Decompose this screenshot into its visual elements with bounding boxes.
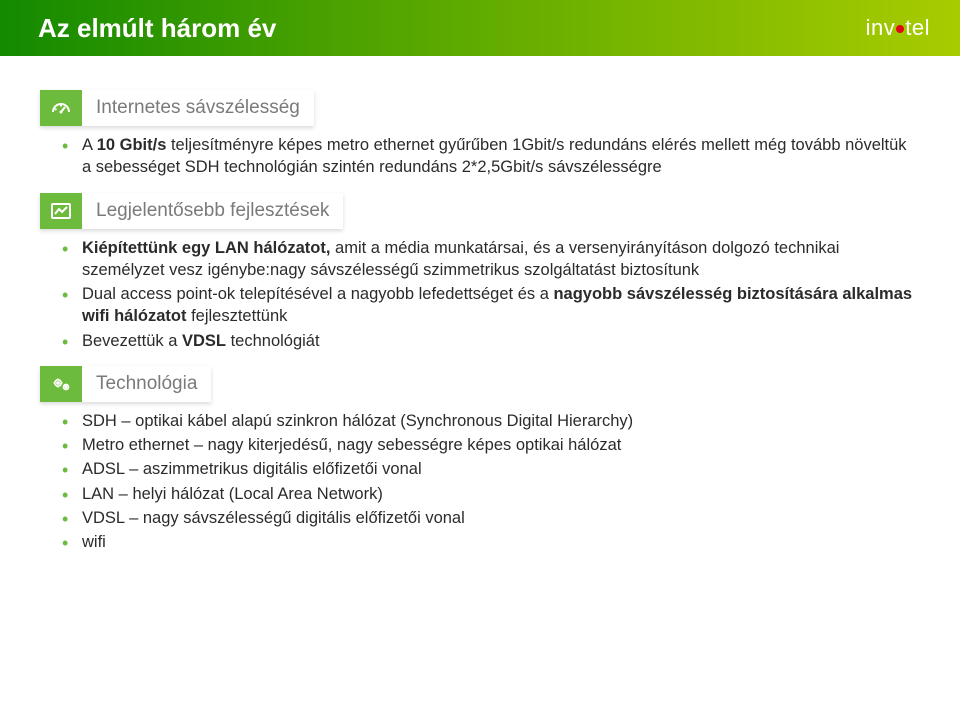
brand-suffix: tel [905, 15, 930, 40]
list-item: ADSL – aszimmetrikus digitális előfizető… [62, 458, 920, 480]
section-label-tech: Technológia [82, 366, 211, 402]
content-area: Internetes sávszélesség A 10 Gbit/s telj… [0, 56, 960, 565]
bullet-list-dev: Kiépítettünk egy LAN hálózatot, amit a m… [40, 237, 920, 352]
bullet-list-tech: SDH – optikai kábel alapú szinkron hálóz… [40, 410, 920, 554]
list-item: Bevezettük a VDSL technológiát [62, 330, 920, 352]
list-item: Metro ethernet – nagy kiterjedésű, nagy … [62, 434, 920, 456]
bullet-list-bandwidth: A 10 Gbit/s teljesítményre képes metro e… [40, 134, 920, 179]
list-item: VDSL – nagy sávszélességű digitális előf… [62, 507, 920, 529]
list-item: Dual access point-ok telepítésével a nag… [62, 283, 920, 328]
list-item: A 10 Gbit/s teljesítményre képes metro e… [62, 134, 920, 179]
list-item: Kiépítettünk egy LAN hálózatot, amit a m… [62, 237, 920, 282]
section-badge-tech: Technológia [40, 366, 211, 402]
gauge-icon [40, 90, 82, 126]
list-item: SDH – optikai kábel alapú szinkron hálóz… [62, 410, 920, 432]
list-item: LAN – helyi hálózat (Local Area Network) [62, 483, 920, 505]
section-label-bandwidth: Internetes sávszélesség [82, 90, 314, 126]
header-bar: Az elmúlt három év invtel [0, 0, 960, 56]
brand-logo: invtel [866, 15, 930, 41]
brand-prefix: inv [866, 15, 896, 40]
section-label-dev: Legjelentősebb fejlesztések [82, 193, 343, 229]
chart-icon [40, 193, 82, 229]
gear-icon [40, 366, 82, 402]
page-title: Az elmúlt három év [38, 13, 276, 44]
section-badge-dev: Legjelentősebb fejlesztések [40, 193, 343, 229]
list-item: wifi [62, 531, 920, 553]
brand-dot-icon [896, 25, 904, 33]
section-badge-bandwidth: Internetes sávszélesség [40, 90, 314, 126]
